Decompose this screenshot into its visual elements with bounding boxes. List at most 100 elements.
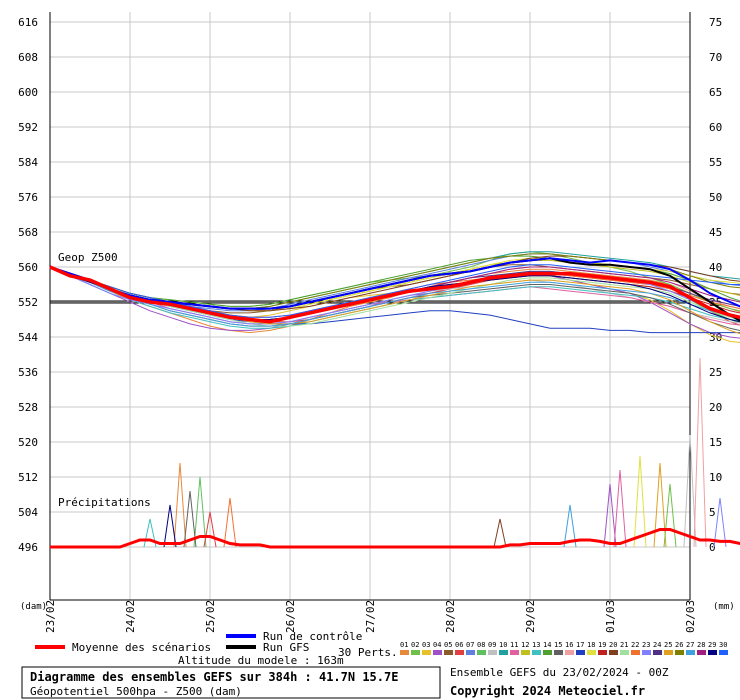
left-tick-552: 552 [18, 296, 38, 309]
left-tick-616: 616 [18, 16, 38, 29]
precip-peak-12 [633, 455, 647, 548]
pert-swatch-04 [433, 650, 442, 655]
legend-perts-label: 30 Perts. [338, 646, 398, 659]
legend-gfs-label: Run GFS [263, 641, 309, 654]
pert-swatch-21 [620, 650, 629, 655]
altitude-text: Altitude du modele : 163m [178, 654, 344, 667]
precip-peak-1 [173, 462, 187, 548]
pert-swatch-18 [587, 650, 596, 655]
legend-mean-label: Moyenne des scénarios [72, 641, 211, 654]
pert-num-24: 24 [653, 641, 661, 649]
x-tick-8: 02/03 [684, 600, 697, 633]
pert-swatch-02 [411, 650, 420, 655]
pert-swatch-24 [653, 650, 662, 655]
left-tick-544: 544 [18, 331, 38, 344]
pert-num-07: 07 [466, 641, 474, 649]
precip-peak-5 [163, 504, 177, 548]
pert-swatch-03 [422, 650, 431, 655]
precip-peak-8 [493, 518, 507, 548]
pert-num-09: 09 [488, 641, 496, 649]
series [49, 251, 740, 549]
precip-peak-17 [713, 497, 727, 548]
pert-num-02: 02 [411, 641, 419, 649]
pert-num-12: 12 [521, 641, 529, 649]
left-tick-576: 576 [18, 191, 38, 204]
right-unit: (mm) [713, 602, 735, 612]
right-tick-65: 65 [709, 86, 722, 99]
pert-num-30: 30 [719, 641, 727, 649]
pert-num-15: 15 [554, 641, 562, 649]
precip-peak-11 [613, 469, 627, 548]
left-tick-600: 600 [18, 86, 38, 99]
pert-num-19: 19 [598, 641, 606, 649]
pert-swatch-09 [488, 650, 497, 655]
pert-num-01: 01 [400, 641, 408, 649]
precip-peak-13 [653, 462, 667, 548]
pert-num-27: 27 [686, 641, 694, 649]
pert-swatch-19 [598, 650, 607, 655]
x-tick-0: 23/02 [44, 600, 57, 633]
chart-title: Diagramme des ensembles GEFS sur 384h : … [30, 670, 398, 684]
pert-z500-27 [49, 266, 740, 327]
pert-swatch-10 [499, 650, 508, 655]
pert-num-25: 25 [664, 641, 672, 649]
precip-peak-10 [603, 483, 617, 548]
pert-num-06: 06 [455, 641, 463, 649]
pert-num-08: 08 [477, 641, 485, 649]
pert-z500-14 [49, 255, 740, 307]
left-tick-504: 504 [18, 506, 38, 519]
pert-num-16: 16 [565, 641, 573, 649]
pert-num-05: 05 [444, 641, 452, 649]
pert-swatch-07 [466, 650, 475, 655]
left-unit: (dam) [20, 602, 47, 612]
pert-swatch-20 [609, 650, 618, 655]
pert-swatch-22 [631, 650, 640, 655]
right-tick-5: 5 [709, 506, 716, 519]
pert-swatch-16 [565, 650, 574, 655]
right-tick-15: 15 [709, 436, 722, 449]
left-tick-584: 584 [18, 156, 38, 169]
pert-swatch-13 [532, 650, 541, 655]
precip-peak-2 [193, 476, 207, 548]
left-tick-592: 592 [18, 121, 38, 134]
pert-num-10: 10 [499, 641, 507, 649]
pert-swatch-01 [400, 650, 409, 655]
right-tick-40: 40 [709, 261, 722, 274]
left-tick-568: 568 [18, 226, 38, 239]
right-tick-75: 75 [709, 16, 722, 29]
precip-peak-16 [693, 357, 707, 548]
left-tick-496: 496 [18, 541, 38, 554]
right-tick-0: 0 [709, 541, 716, 554]
right-tick-70: 70 [709, 51, 722, 64]
left-tick-512: 512 [18, 471, 38, 484]
precip-peak-15 [683, 434, 697, 548]
pert-num-13: 13 [532, 641, 540, 649]
precip-peak-7 [143, 518, 157, 548]
right-tick-25: 25 [709, 366, 722, 379]
left-tick-608: 608 [18, 51, 38, 64]
pert-swatch-26 [675, 650, 684, 655]
x-tick-3: 26/02 [284, 600, 297, 633]
x-tick-6: 29/02 [524, 600, 537, 633]
mean-precip-line [50, 528, 740, 549]
x-tick-4: 27/02 [364, 600, 377, 633]
pert-num-18: 18 [587, 641, 595, 649]
z500-label: Geop Z500 [58, 251, 118, 264]
pert-num-23: 23 [642, 641, 650, 649]
pert-swatch-15 [554, 650, 563, 655]
pert-z500-30 [49, 264, 740, 318]
right-tick-60: 60 [709, 121, 722, 134]
pert-num-03: 03 [422, 641, 430, 649]
precip-peak-3 [183, 490, 197, 548]
right-tick-45: 45 [709, 226, 722, 239]
pert-swatch-14 [543, 650, 552, 655]
pert-num-17: 17 [576, 641, 584, 649]
left-tick-520: 520 [18, 436, 38, 449]
right-tick-35: 35 [709, 296, 722, 309]
left-tick-560: 560 [18, 261, 38, 274]
left-axis: 616 608 600 592 584 576 568 560 552 544 536 528 520 5… [18, 16, 38, 554]
precip-peak-14 [663, 483, 677, 548]
pert-num-14: 14 [543, 641, 551, 649]
